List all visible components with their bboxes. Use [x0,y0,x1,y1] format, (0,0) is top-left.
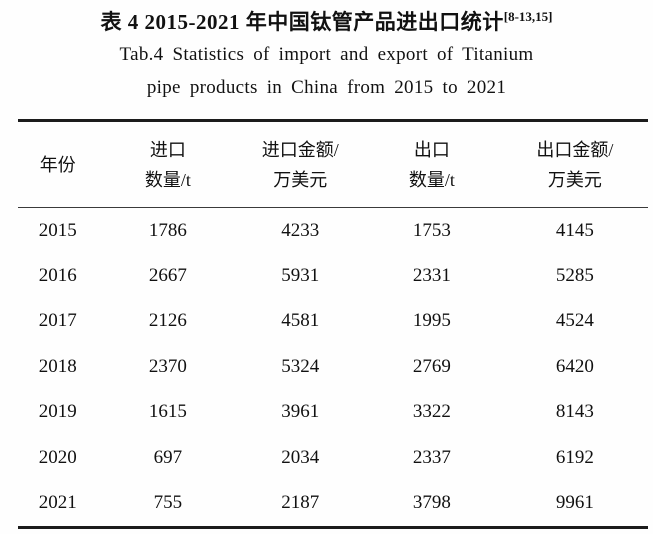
column-header-year-label: 年份 [39,154,76,175]
cell-export-amount: 6420 [555,355,594,377]
table-row: 2019 1615 3961 3322 8143 [18,390,648,435]
cell-import-amount: 4233 [281,219,320,241]
column-header-line2: 数量/t [408,169,455,190]
table-title-chinese-text: 表 4 2015-2021 年中国钛管产品进出口统计 [100,10,504,34]
column-header-line1: 出口 [413,139,450,160]
table-row: 2016 2667 5931 2331 5285 [18,253,648,298]
cell-import-quantity: 697 [153,446,183,468]
cell-export-amount: 4145 [555,219,594,241]
column-header-line1: 进口金额/ [261,139,339,160]
table-body: 2015 1786 4233 1753 4145 2016 2667 5931 … [18,208,648,528]
table-row: 2020 697 2034 2337 6192 [18,435,648,480]
cell-import-amount: 5931 [281,265,320,287]
cell-year: 2017 [38,310,77,332]
cell-export-quantity: 2769 [412,355,451,377]
cell-year: 2015 [38,219,77,241]
column-header-line1: 出口金额/ [536,139,614,160]
cell-export-amount: 9961 [555,492,594,514]
cell-year: 2021 [38,492,77,514]
cell-export-amount: 6192 [555,446,594,468]
table-row: 2015 1786 4233 1753 4145 [18,208,648,254]
table-title-english-line2: pipe products in China from 2015 to 2021 [146,77,507,98]
table-row: 2018 2370 5324 2769 6420 [18,344,648,389]
cell-export-quantity: 3798 [412,492,451,514]
cell-export-amount: 5285 [555,265,594,287]
cell-export-quantity: 2331 [412,265,451,287]
table-title-chinese: 表 4 2015-2021 年中国钛管产品进出口统计[8-13,15] [0,7,653,38]
cell-export-quantity: 2337 [412,446,451,468]
column-header-export-amount: 出口金额/ 万美元 [501,120,648,208]
column-header-export-quantity: 出口 数量/t [361,120,502,208]
cell-import-quantity: 1615 [148,401,187,423]
column-header-line2: 数量/t [144,169,191,190]
cell-import-quantity: 1786 [148,219,187,241]
cell-year: 2016 [38,265,77,287]
table-title-english-line1: Tab.4 Statistics of import and export of… [119,44,534,65]
table-row: 2017 2126 4581 1995 4524 [18,299,648,344]
cell-import-amount: 4581 [281,310,320,332]
cell-year: 2020 [38,446,77,468]
cell-export-amount: 8143 [555,401,594,423]
cell-export-quantity: 1995 [412,310,451,332]
table-header: 年份 进口 数量/t 进口金额/ 万美元 出口 数量/t 出口金额/ 万美元 [18,120,648,208]
cell-import-quantity: 2667 [148,265,187,287]
column-header-import-quantity: 进口 数量/t [97,120,239,208]
cell-import-amount: 2034 [281,446,320,468]
reference-superscript: [8-13,15] [503,9,553,24]
cell-import-quantity: 2126 [148,310,187,332]
cell-year: 2019 [38,401,77,423]
statistics-table: 年份 进口 数量/t 进口金额/ 万美元 出口 数量/t 出口金额/ 万美元 [18,119,648,529]
cell-year: 2018 [38,355,77,377]
table-row: 2021 755 2187 3798 9961 [18,480,648,527]
column-header-line2: 万美元 [273,169,328,190]
cell-import-quantity: 2370 [148,355,187,377]
cell-import-amount: 3961 [281,401,320,423]
column-header-year: 年份 [18,120,98,208]
column-header-line1: 进口 [149,139,186,160]
cell-import-amount: 5324 [281,355,320,377]
cell-import-amount: 2187 [281,492,320,514]
cell-export-quantity: 1753 [412,219,451,241]
column-header-line2: 万美元 [547,169,602,190]
table-header-row: 年份 进口 数量/t 进口金额/ 万美元 出口 数量/t 出口金额/ 万美元 [18,120,648,208]
column-header-import-amount: 进口金额/ 万美元 [238,120,362,208]
cell-export-quantity: 3322 [412,401,451,423]
cell-import-quantity: 755 [153,492,183,514]
cell-export-amount: 4524 [555,310,594,332]
